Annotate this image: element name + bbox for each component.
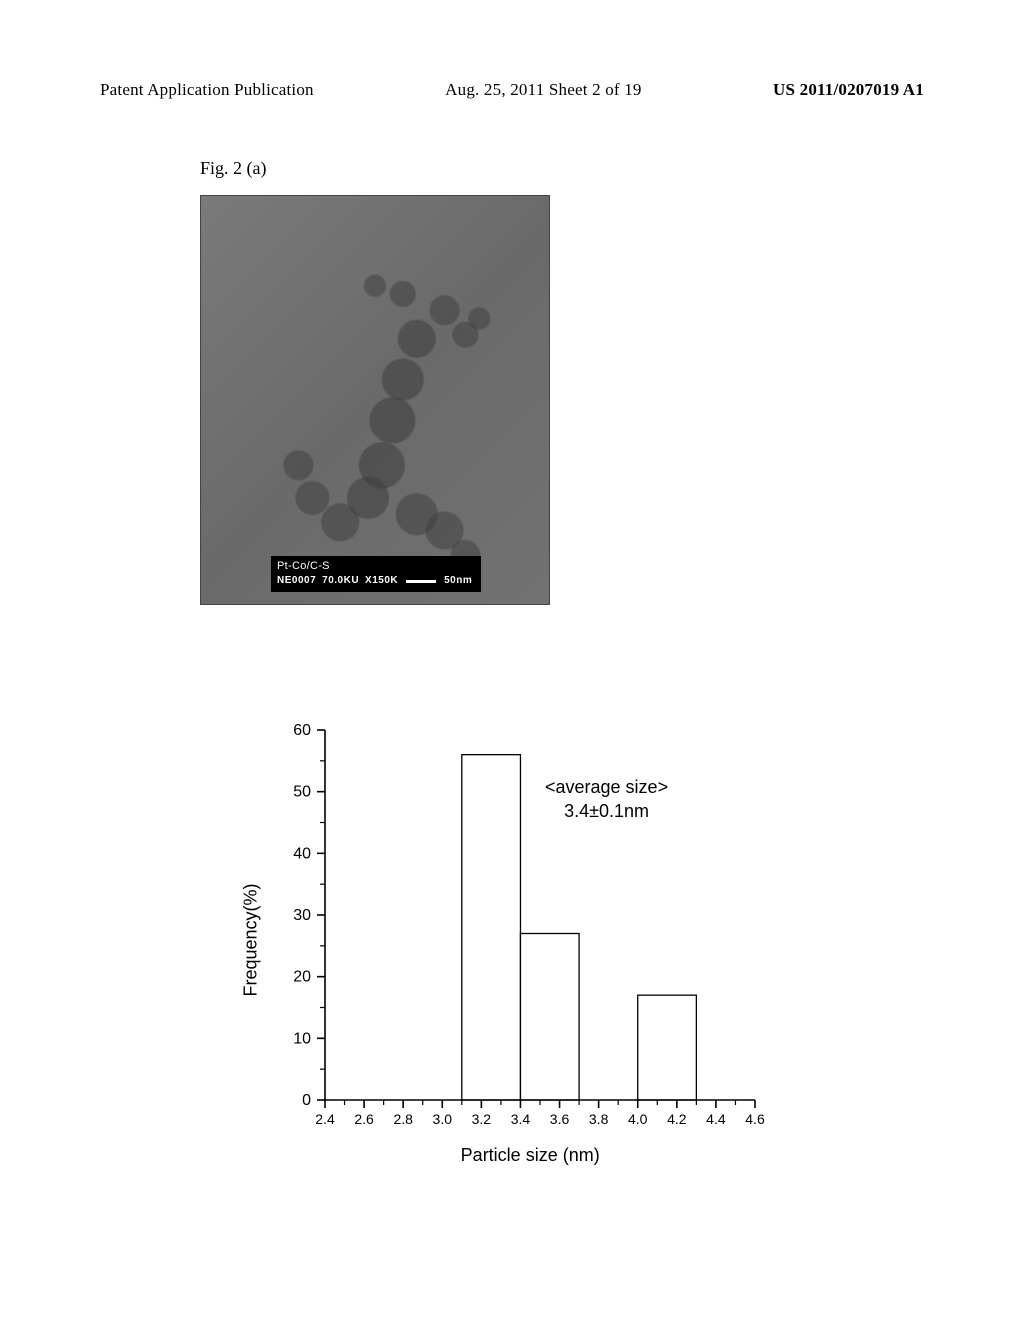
average-size-annotation: <average size> 3.4±0.1nm (545, 775, 668, 824)
svg-text:30: 30 (293, 907, 311, 924)
svg-text:3.0: 3.0 (433, 1111, 453, 1127)
svg-text:2.6: 2.6 (354, 1111, 374, 1127)
figure-label: Fig. 2 (a) (200, 158, 267, 179)
tem-image-content (201, 196, 549, 604)
svg-text:3.2: 3.2 (472, 1111, 492, 1127)
svg-text:0: 0 (302, 1092, 311, 1109)
tem-kv: 70.0KU (322, 574, 359, 588)
histogram-chart: Frequency(%) 01020304050602.42.62.83.03.… (265, 720, 775, 1160)
svg-text:3.8: 3.8 (589, 1111, 609, 1127)
svg-text:4.6: 4.6 (745, 1111, 765, 1127)
svg-text:3.4: 3.4 (511, 1111, 531, 1127)
tem-mag: X150K (365, 574, 398, 588)
svg-text:3.6: 3.6 (550, 1111, 570, 1127)
histogram-svg: 0 10 20 30 40 50 60 2.4 2.6 2.8 3.0 3.2 3.4 3.6 3.8 4.0… (265, 720, 775, 1150)
svg-text:60: 60 (293, 722, 311, 739)
header-middle: Aug. 25, 2011 Sheet 2 of 19 (445, 80, 641, 100)
svg-text:4.2: 4.2 (667, 1111, 687, 1127)
svg-text:4.4: 4.4 (706, 1111, 726, 1127)
svg-text:40: 40 (293, 845, 311, 862)
tem-sample-label: Pt-Co/C-S (277, 559, 475, 574)
svg-text:10: 10 (293, 1030, 311, 1047)
svg-text:4.0: 4.0 (628, 1111, 648, 1127)
tem-id: NE0007 (277, 574, 316, 588)
svg-text:2.4: 2.4 (315, 1111, 335, 1127)
header-left: Patent Application Publication (100, 80, 314, 100)
svg-text:20: 20 (293, 969, 311, 986)
average-size-title: <average size> (545, 775, 668, 799)
svg-text:2.8: 2.8 (393, 1111, 413, 1127)
tem-instrument-line: NE0007 70.0KU X150K 50nm (277, 574, 475, 588)
page-header: Patent Application Publication Aug. 25, … (100, 80, 924, 100)
header-right: US 2011/0207019 A1 (773, 80, 924, 100)
x-axis-label: Particle size (nm) (461, 1145, 600, 1166)
tem-caption-band: Pt-Co/C-S NE0007 70.0KU X150K 50nm (271, 556, 481, 592)
tem-scale-text: 50nm (444, 574, 472, 588)
tem-micrograph: Pt-Co/C-S NE0007 70.0KU X150K 50nm (200, 195, 550, 605)
y-axis-label: Frequency(%) (241, 883, 262, 996)
average-size-value: 3.4±0.1nm (545, 799, 668, 823)
scale-bar-icon (406, 580, 436, 583)
svg-text:50: 50 (293, 784, 311, 801)
